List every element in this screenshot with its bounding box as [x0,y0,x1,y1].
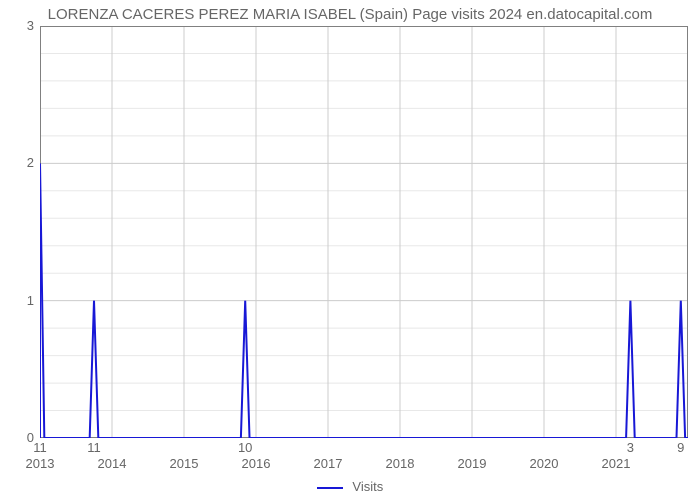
x-year-label: 2014 [98,456,127,471]
x-value-label: 3 [627,440,634,455]
x-value-label: 9 [677,440,684,455]
x-year-label: 2020 [530,456,559,471]
legend-label: Visits [352,479,383,494]
y-tick-label: 3 [4,18,34,33]
y-tick-label: 1 [4,293,34,308]
x-year-label: 2016 [242,456,271,471]
x-year-label: 2015 [170,456,199,471]
chart-title: LORENZA CACERES PEREZ MARIA ISABEL (Spai… [0,6,700,23]
plot-svg [40,26,688,438]
y-tick-label: 2 [4,155,34,170]
legend-swatch [317,487,343,489]
plot-area [40,26,688,438]
x-year-label: 2018 [386,456,415,471]
x-value-label: 11 [87,440,101,455]
x-year-label: 2019 [458,456,487,471]
x-year-label: 2021 [602,456,631,471]
x-year-label: 2017 [314,456,343,471]
legend: Visits [0,479,700,494]
x-year-label: 2013 [26,456,55,471]
x-value-label: 10 [238,440,252,455]
y-tick-label: 0 [4,430,34,445]
x-value-label: 11 [33,440,47,455]
chart-container: LORENZA CACERES PEREZ MARIA ISABEL (Spai… [0,0,700,500]
